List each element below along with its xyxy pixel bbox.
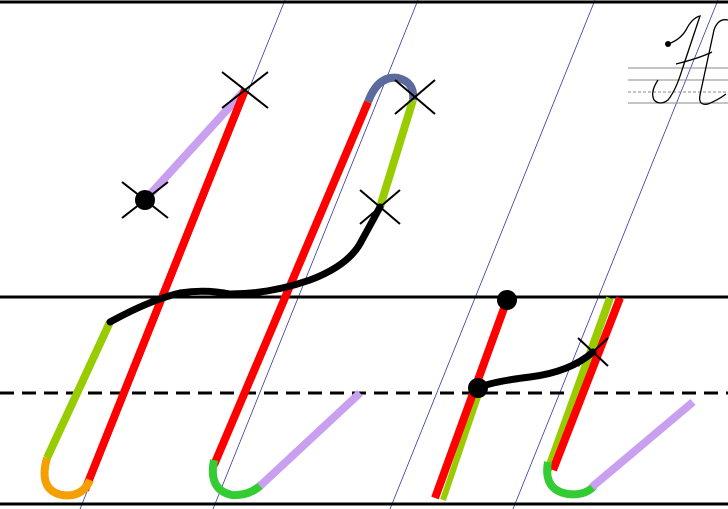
sample-glyph bbox=[652, 15, 728, 105]
green-stroke bbox=[376, 98, 417, 209]
slate-arc bbox=[364, 73, 418, 104]
x-mark bbox=[359, 189, 401, 225]
end-marks bbox=[121, 71, 609, 367]
green-stroke bbox=[43, 320, 114, 460]
green-hook bbox=[208, 459, 265, 500]
red-stroke bbox=[81, 88, 249, 492]
green-stroke bbox=[544, 296, 614, 472]
glyph-stroke bbox=[699, 19, 728, 105]
glyph-stroke bbox=[675, 51, 713, 65]
red-stroke bbox=[549, 296, 624, 472]
sample-ruling bbox=[628, 67, 728, 104]
start-dot bbox=[468, 378, 488, 398]
letter-sample bbox=[628, 15, 728, 105]
slant-line bbox=[389, 0, 596, 509]
lilac-stroke bbox=[589, 398, 696, 491]
green-hook bbox=[543, 461, 597, 499]
x-mark bbox=[121, 181, 169, 219]
connector bbox=[106, 203, 384, 326]
lilac-stroke bbox=[257, 390, 363, 489]
x-mark bbox=[221, 71, 269, 109]
slant-line bbox=[512, 0, 719, 509]
red-stroke bbox=[431, 298, 511, 500]
lilac-stroke bbox=[142, 87, 248, 203]
x-mark bbox=[394, 79, 436, 115]
x-mark bbox=[577, 337, 609, 367]
orange-hook bbox=[40, 456, 94, 500]
connectors bbox=[106, 203, 597, 392]
glyph-dot bbox=[665, 41, 671, 47]
strokes bbox=[40, 73, 696, 501]
glyph-stroke bbox=[652, 15, 701, 104]
green-stroke bbox=[440, 387, 484, 501]
connector bbox=[474, 348, 597, 392]
start-dot bbox=[497, 290, 517, 310]
